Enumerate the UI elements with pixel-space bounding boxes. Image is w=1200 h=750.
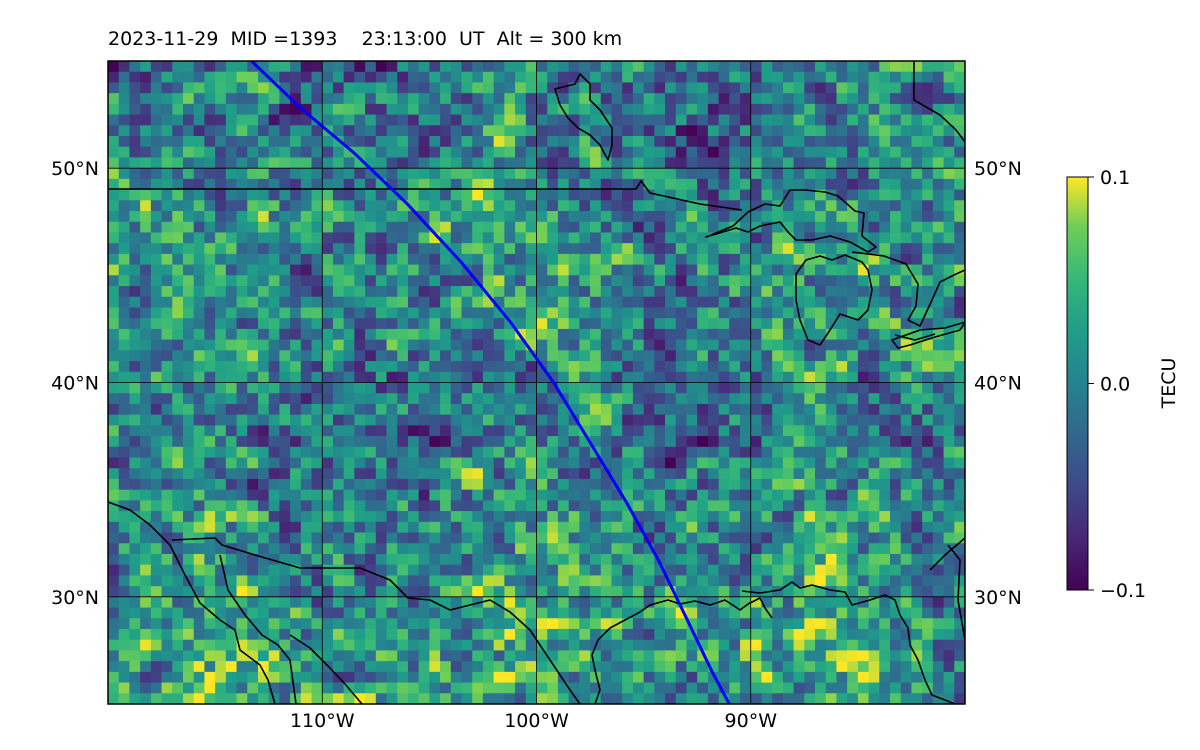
lon-labels: 110°W 100°W 90°W (290, 710, 777, 732)
map-title: 2023-11-29 MID =1393 23:13:00 UT Alt = 3… (108, 28, 623, 50)
mexico-west-coast (289, 634, 363, 704)
gulf-coast-west (591, 597, 773, 704)
us-mexico-border (171, 537, 581, 704)
lon-label: 110°W (290, 710, 355, 732)
pacific-coast (108, 501, 276, 704)
lat-label-right: 30°N (974, 587, 1022, 609)
atlantic-coast (929, 537, 965, 571)
lat-label-left: 30°N (51, 587, 99, 609)
lon-label: 90°W (725, 710, 778, 732)
lat-label-left: 40°N (51, 373, 99, 395)
lat-labels-left: 50°N 40°N 30°N (51, 158, 99, 609)
colorbar-tick-label: −0.1 (1100, 580, 1146, 602)
lat-lon-gridlines (108, 61, 965, 704)
lake-superior (705, 189, 877, 253)
tec-heatmap (108, 61, 965, 704)
hudson-bay-coast (913, 61, 965, 143)
satellite-track (250, 61, 731, 704)
lake-erie (891, 321, 965, 349)
lon-label: 100°W (504, 710, 569, 732)
colorbar-ticks: 0.1 0.0 −0.1 (1088, 167, 1146, 602)
lat-label-left: 50°N (51, 158, 99, 180)
lat-label-right: 40°N (974, 373, 1022, 395)
map-frame (107, 60, 966, 705)
us-canada-border (108, 180, 743, 211)
northern-island (554, 73, 613, 161)
colorbar-tick-label: 0.0 (1100, 374, 1130, 396)
gulf-of-california (219, 554, 297, 704)
colorbar (1067, 177, 1088, 590)
coastlines (108, 61, 965, 704)
lake-michigan (795, 254, 873, 346)
colorbar-tick-label: 0.1 (1100, 167, 1130, 189)
colorbar-label: TECU (1158, 358, 1180, 410)
gulf-coast-east (741, 581, 956, 704)
lat-labels-right: 50°N 40°N 30°N (974, 158, 1022, 609)
lake-huron (851, 251, 965, 327)
lat-label-right: 50°N (974, 158, 1022, 180)
